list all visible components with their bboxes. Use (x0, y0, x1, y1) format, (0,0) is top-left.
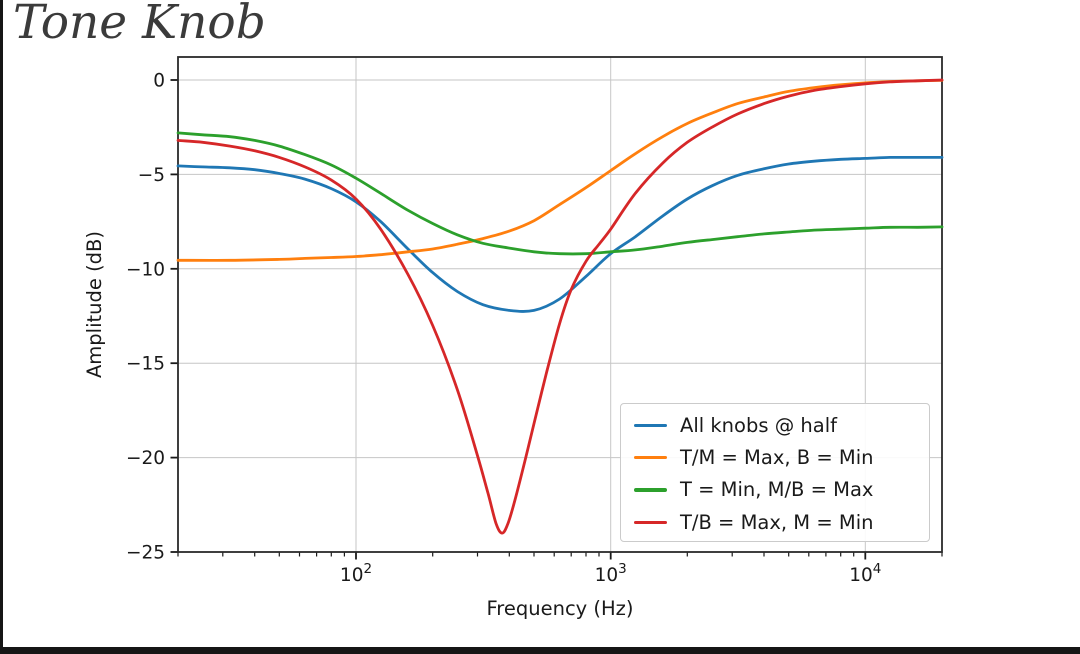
y-tick-label: −20 (126, 448, 165, 469)
y-axis-label: Amplitude (dB) (74, 57, 116, 552)
series-line-3 (176, 78, 944, 535)
series-line-2 (176, 131, 944, 256)
legend-item-label: T/B = Max, M = Min (680, 510, 874, 534)
legend-line-swatch (634, 488, 667, 492)
series-line-1 (176, 79, 944, 262)
series-line-0 (176, 155, 944, 313)
legend-item: All knobs @ half (634, 409, 929, 441)
legend-item-label: All knobs @ half (680, 413, 837, 437)
x-axis-label: Frequency (Hz) (486, 597, 634, 620)
y-tick-label: −10 (126, 259, 165, 280)
y-tick-label: 0 (153, 71, 165, 92)
legend-item: T/B = Max, M = Min (634, 506, 929, 538)
y-tick-label: −15 (126, 354, 165, 375)
legend: All knobs @ half T/M = Max, B = Min T = … (620, 403, 930, 542)
legend-item: T/M = Max, B = Min (634, 441, 929, 473)
legend-item: T = Min, M/B = Max (634, 474, 929, 506)
legend-line-swatch (634, 520, 667, 525)
y-tick-label: −25 (126, 543, 165, 564)
y-tick-label: −5 (138, 165, 165, 186)
window-left-edge (0, 0, 3, 654)
x-tick-label: 104 (849, 561, 881, 586)
legend-line-swatch (634, 455, 667, 460)
y-axis-label-text: Amplitude (dB) (83, 230, 107, 379)
chart-title: Tone Knob (13, 0, 266, 50)
legend-item-label: T = Min, M/B = Max (680, 478, 874, 502)
legend-line-swatch (634, 423, 667, 427)
x-tick-label: 103 (595, 561, 627, 586)
window-bottom-edge (0, 647, 1080, 654)
x-tick-label: 102 (340, 561, 372, 586)
plot-border (177, 56, 943, 553)
legend-item-label: T/M = Max, B = Min (680, 446, 874, 470)
